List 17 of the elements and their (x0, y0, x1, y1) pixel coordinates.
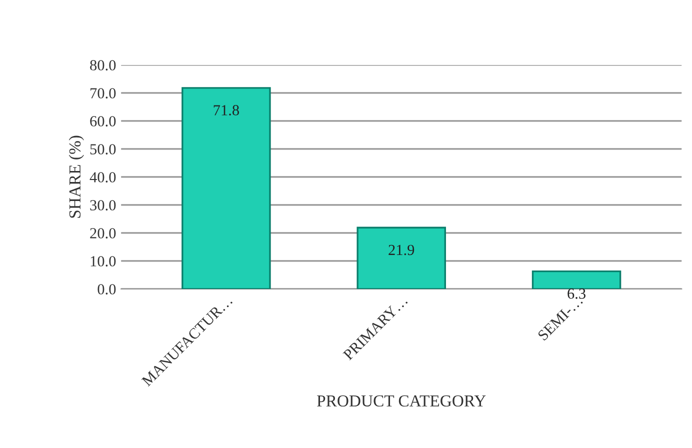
y-tick-label: 80.0 (90, 60, 116, 70)
data-label: 21.9 (388, 244, 414, 256)
data-label: 71.8 (214, 105, 239, 116)
bar (182, 87, 271, 289)
bar (356, 226, 446, 289)
y-tick-label: 0.0 (98, 284, 116, 294)
data-label: 6.3 (568, 288, 586, 299)
y-axis-title: SHARE (%) (68, 136, 84, 218)
y-tick-label: 70.0 (90, 88, 116, 98)
y-tick-label: 60.0 (90, 116, 116, 126)
y-tick-label: 50.0 (90, 144, 116, 154)
y-tick-label: 20.0 (90, 228, 116, 238)
x-axis-title: PRODUCT CATEGORY (317, 395, 486, 407)
bar (532, 270, 622, 289)
y-tick-label: 30.0 (90, 200, 116, 210)
y-tick-label: 40.0 (90, 172, 116, 182)
y-tick-label: 10.0 (90, 256, 116, 266)
